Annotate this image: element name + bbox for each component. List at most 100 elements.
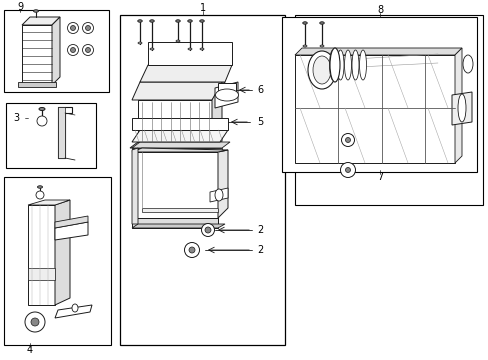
- Polygon shape: [437, 48, 457, 80]
- Bar: [132, 118, 227, 130]
- Circle shape: [70, 48, 75, 53]
- Ellipse shape: [175, 20, 180, 22]
- Ellipse shape: [215, 89, 238, 101]
- Ellipse shape: [457, 94, 465, 122]
- Polygon shape: [22, 17, 60, 25]
- Ellipse shape: [312, 56, 330, 84]
- Polygon shape: [132, 148, 138, 224]
- Ellipse shape: [329, 50, 336, 80]
- Circle shape: [341, 134, 354, 147]
- Bar: [294, 15, 482, 205]
- Polygon shape: [148, 42, 231, 65]
- Text: 2: 2: [256, 245, 263, 255]
- Polygon shape: [52, 17, 60, 85]
- Circle shape: [345, 138, 350, 143]
- Ellipse shape: [344, 50, 351, 80]
- Polygon shape: [454, 55, 471, 76]
- Ellipse shape: [215, 189, 223, 201]
- Bar: [4, 177, 111, 345]
- Polygon shape: [142, 208, 218, 212]
- Polygon shape: [132, 82, 224, 100]
- Polygon shape: [371, 38, 377, 80]
- Ellipse shape: [302, 22, 306, 24]
- Polygon shape: [132, 142, 229, 148]
- Text: 5: 5: [256, 117, 263, 127]
- Bar: [282, 17, 476, 172]
- Ellipse shape: [200, 48, 203, 50]
- Text: 7: 7: [376, 172, 382, 182]
- Polygon shape: [22, 25, 52, 85]
- Circle shape: [82, 23, 93, 33]
- Text: 2: 2: [256, 225, 263, 235]
- Ellipse shape: [319, 22, 324, 24]
- Bar: [4, 10, 109, 92]
- Polygon shape: [55, 216, 88, 228]
- Polygon shape: [55, 305, 92, 318]
- Polygon shape: [218, 150, 227, 218]
- Polygon shape: [132, 148, 227, 152]
- Polygon shape: [130, 142, 222, 148]
- Bar: [6, 103, 96, 168]
- Polygon shape: [294, 48, 461, 55]
- Ellipse shape: [150, 48, 154, 50]
- Polygon shape: [337, 40, 434, 58]
- Ellipse shape: [34, 10, 39, 12]
- Polygon shape: [215, 82, 238, 108]
- Ellipse shape: [39, 108, 45, 111]
- Circle shape: [25, 312, 45, 332]
- Text: 6: 6: [256, 85, 263, 95]
- Bar: [218, 83, 236, 97]
- Ellipse shape: [359, 50, 366, 80]
- Polygon shape: [132, 152, 218, 218]
- Polygon shape: [55, 200, 70, 305]
- Polygon shape: [132, 218, 218, 228]
- Polygon shape: [406, 38, 412, 80]
- Circle shape: [85, 26, 90, 31]
- Bar: [120, 15, 285, 345]
- Polygon shape: [132, 224, 224, 228]
- Ellipse shape: [138, 42, 142, 44]
- Text: 8: 8: [376, 5, 382, 15]
- Circle shape: [85, 48, 90, 53]
- Polygon shape: [212, 82, 222, 142]
- Ellipse shape: [199, 20, 204, 22]
- Polygon shape: [454, 48, 461, 163]
- Polygon shape: [28, 200, 70, 205]
- Circle shape: [201, 224, 214, 237]
- Circle shape: [82, 45, 93, 55]
- Ellipse shape: [72, 304, 78, 312]
- Polygon shape: [140, 65, 231, 82]
- Polygon shape: [132, 130, 227, 142]
- Polygon shape: [138, 100, 215, 142]
- Ellipse shape: [319, 45, 324, 47]
- Polygon shape: [28, 205, 55, 305]
- Ellipse shape: [336, 50, 343, 80]
- Circle shape: [70, 26, 75, 31]
- Ellipse shape: [149, 20, 154, 22]
- Ellipse shape: [303, 45, 306, 47]
- Ellipse shape: [462, 55, 472, 73]
- Polygon shape: [58, 107, 65, 158]
- Ellipse shape: [138, 20, 142, 22]
- Polygon shape: [58, 107, 72, 158]
- Circle shape: [189, 247, 195, 253]
- Circle shape: [67, 45, 79, 55]
- Ellipse shape: [329, 48, 339, 82]
- Text: 9: 9: [17, 2, 23, 12]
- Circle shape: [31, 318, 39, 326]
- Text: 3: 3: [13, 113, 19, 123]
- Circle shape: [36, 191, 44, 199]
- Polygon shape: [132, 148, 222, 152]
- Circle shape: [184, 243, 199, 257]
- Ellipse shape: [38, 186, 42, 188]
- Polygon shape: [209, 188, 227, 202]
- Circle shape: [37, 116, 47, 126]
- Text: 4: 4: [27, 345, 33, 355]
- Polygon shape: [294, 55, 454, 163]
- Polygon shape: [55, 222, 88, 240]
- Circle shape: [67, 23, 79, 33]
- Ellipse shape: [307, 51, 335, 89]
- Polygon shape: [451, 92, 471, 125]
- Ellipse shape: [187, 20, 192, 22]
- Ellipse shape: [187, 48, 192, 50]
